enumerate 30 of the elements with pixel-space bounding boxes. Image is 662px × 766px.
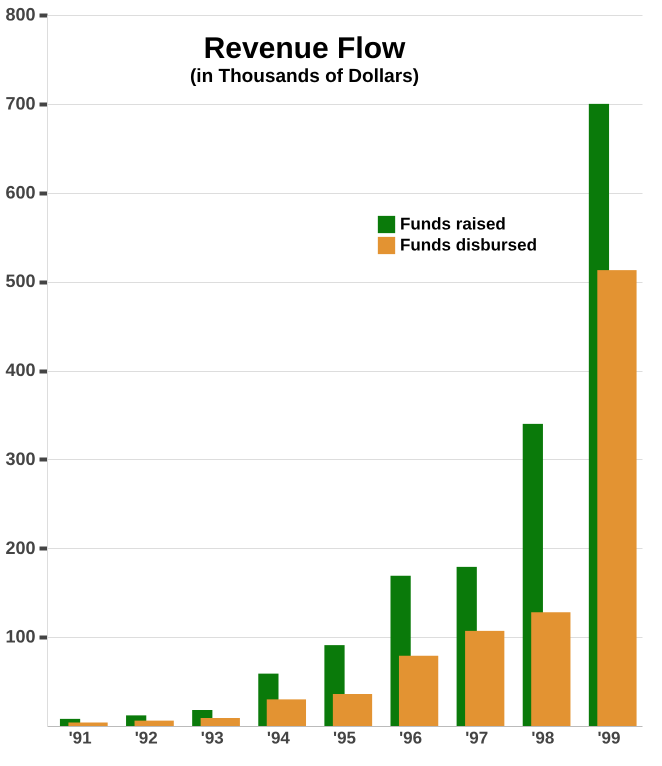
- bar: [266, 699, 306, 726]
- bar: [465, 630, 504, 726]
- legend-label: Funds raised: [400, 214, 506, 234]
- x-tick-label: '93: [200, 728, 224, 748]
- bar: [134, 720, 174, 726]
- bar: [68, 722, 108, 726]
- x-tick-label: '92: [134, 728, 158, 748]
- x-tick-label: '94: [266, 728, 290, 748]
- y-tick-label: 200: [5, 538, 36, 558]
- y-tick-label: 500: [5, 271, 36, 292]
- bar: [398, 656, 438, 726]
- bar: [332, 694, 372, 726]
- x-tick-label: '99: [597, 728, 620, 748]
- legend-label: Funds disbursed: [400, 236, 537, 254]
- bar: [200, 718, 240, 726]
- y-tick-label: 700: [5, 93, 36, 114]
- text: Revenue Flow: [204, 32, 406, 65]
- x-tick-label: '96: [399, 728, 422, 748]
- y-tick-label: 300: [5, 448, 36, 469]
- x-tick-label: '98: [531, 728, 554, 748]
- text: (in Thousands of Dollars): [190, 66, 420, 87]
- y-tick-label: 600: [5, 182, 36, 202]
- y-tick-label: 400: [5, 360, 36, 380]
- x-tick-label: '97: [465, 728, 488, 748]
- y-tick-label: 800: [5, 4, 36, 24]
- x-tick-label: '95: [333, 728, 356, 748]
- bar: [531, 612, 570, 726]
- y-tick-label: 100: [5, 626, 36, 647]
- x-tick-label: '91: [68, 728, 92, 748]
- bar: [597, 270, 637, 726]
